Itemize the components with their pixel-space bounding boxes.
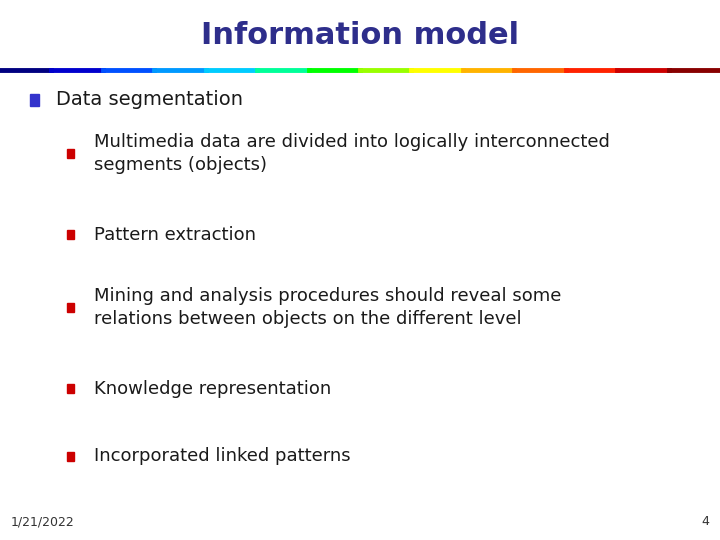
- Text: Mining and analysis procedures should reveal some
relations between objects on t: Mining and analysis procedures should re…: [94, 287, 561, 328]
- Bar: [67, 451, 74, 461]
- Bar: [67, 303, 74, 312]
- Text: Data segmentation: Data segmentation: [56, 90, 243, 110]
- Bar: [30, 94, 40, 106]
- Bar: [67, 230, 74, 240]
- Text: 4: 4: [701, 515, 709, 528]
- Text: Incorporated linked patterns: Incorporated linked patterns: [94, 447, 350, 465]
- Bar: [67, 384, 74, 393]
- Text: Multimedia data are divided into logically interconnected
segments (objects): Multimedia data are divided into logical…: [94, 133, 609, 174]
- Text: 1/21/2022: 1/21/2022: [11, 515, 75, 528]
- Text: Information model: Information model: [201, 21, 519, 50]
- Text: Knowledge representation: Knowledge representation: [94, 380, 331, 398]
- Bar: [67, 149, 74, 159]
- Text: Pattern extraction: Pattern extraction: [94, 226, 256, 244]
